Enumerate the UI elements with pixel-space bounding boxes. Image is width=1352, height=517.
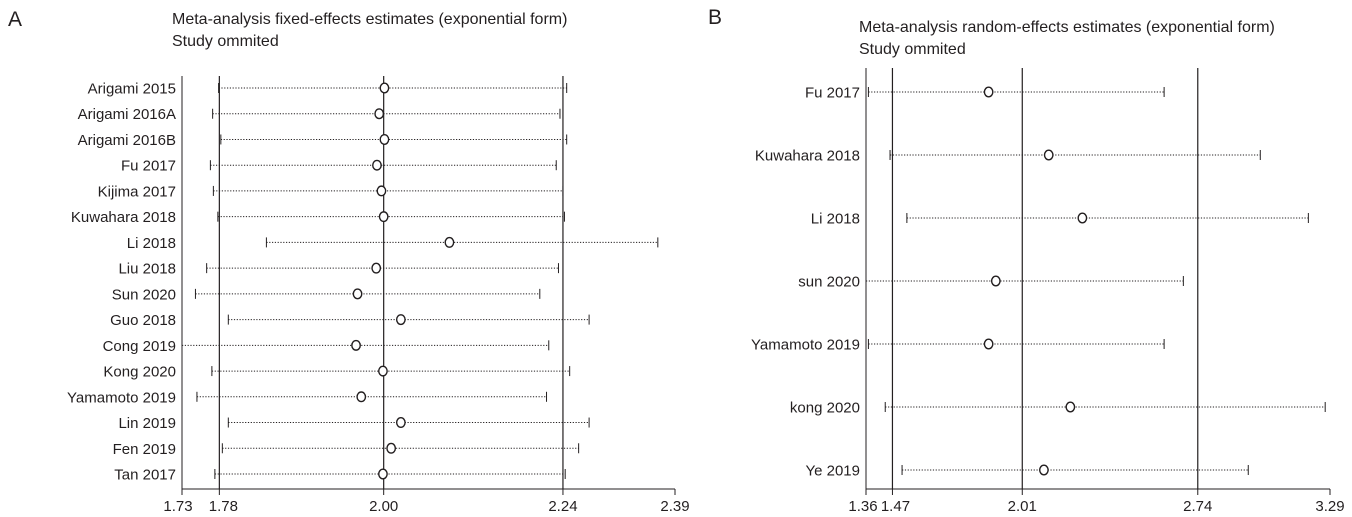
estimate-point — [376, 185, 387, 197]
x-tick-label: 3.29 — [1315, 498, 1344, 515]
estimate-point — [372, 159, 382, 171]
estimate-point — [1043, 149, 1054, 161]
estimate-point — [352, 288, 363, 300]
study-label: Yamamoto 2019 — [67, 389, 176, 406]
estimate-point — [395, 314, 406, 326]
study-label: Li 2018 — [811, 211, 860, 228]
study-label: Cong 2019 — [103, 338, 176, 355]
x-tick-label: 2.01 — [1008, 498, 1037, 515]
estimate-point — [990, 275, 1001, 287]
x-tick-label: 2.00 — [369, 498, 398, 515]
estimate-point — [374, 108, 385, 120]
x-tick-label: 2.39 — [660, 498, 689, 515]
study-label: sun 2020 — [798, 274, 860, 291]
study-label: Tan 2017 — [114, 467, 176, 484]
x-tick-label: 2.74 — [1183, 498, 1212, 515]
study-label: Arigami 2016A — [78, 106, 176, 123]
estimate-point — [371, 262, 382, 274]
study-label: Arigami 2015 — [88, 81, 176, 98]
x-tick-label: 1.78 — [209, 498, 238, 515]
study-label: Guo 2018 — [110, 312, 176, 329]
estimate-point — [444, 236, 455, 248]
estimate-point — [395, 417, 406, 429]
estimate-point — [983, 86, 994, 98]
study-label: Arigami 2016B — [78, 132, 176, 149]
estimate-point — [351, 339, 361, 351]
x-tick-label: 1.47 — [881, 498, 910, 515]
chart-b-subtitle: Study ommited — [859, 41, 966, 58]
forest-plot-b: 1.36 1.47 2.01 2.74 3.29 Fu 2017 Kuwahara 2018… — [751, 68, 1345, 515]
study-label: Liu 2018 — [118, 261, 176, 278]
estimate-point — [378, 211, 389, 223]
estimate-point — [356, 391, 367, 403]
x-tick-label: 1.36 — [848, 498, 877, 515]
chart-a-title: Meta-analysis fixed-effects estimates (e… — [172, 11, 568, 28]
estimate-point — [378, 468, 388, 480]
study-label: Ye 2019 — [805, 463, 860, 480]
panel-letter-b: B — [708, 6, 723, 29]
study-label: Fu 2017 — [121, 158, 176, 175]
study-label: kong 2020 — [790, 400, 860, 417]
study-label: Fen 2019 — [113, 441, 176, 458]
study-label: Kuwahara 2018 — [755, 148, 860, 165]
chart-b-title: Meta-analysis random-effects estimates (… — [859, 19, 1275, 36]
estimate-point — [1077, 212, 1088, 224]
x-tick-label: 1.73 — [163, 498, 192, 515]
study-label: Fu 2017 — [805, 85, 860, 102]
study-label: Kuwahara 2018 — [71, 209, 176, 226]
panel-a: A Meta-analysis fixed-effects estimates … — [8, 8, 690, 515]
panel-letter-a: A — [8, 8, 23, 31]
estimate-point — [378, 365, 388, 377]
estimate-point — [386, 442, 397, 454]
study-label: Kijima 2017 — [98, 183, 176, 200]
estimate-point — [1065, 401, 1076, 413]
study-label: Yamamoto 2019 — [751, 337, 860, 354]
x-tick-label: 2.24 — [548, 498, 577, 515]
study-label: Li 2018 — [127, 235, 176, 252]
forest-plot-a: 1.73 1.78 2.00 2.24 2.39 Arigami 2015 Arigami … — [67, 76, 690, 515]
estimate-point — [379, 82, 390, 94]
estimate-point — [379, 133, 390, 145]
chart-a-subtitle: Study ommited — [172, 33, 279, 50]
panel-b: B Meta-analysis random-effects estimates… — [700, 0, 1352, 517]
study-label: Kong 2020 — [103, 364, 176, 381]
estimate-point — [1039, 464, 1049, 476]
estimate-point — [983, 338, 994, 350]
study-label: Lin 2019 — [118, 415, 176, 432]
study-label: Sun 2020 — [112, 286, 176, 303]
